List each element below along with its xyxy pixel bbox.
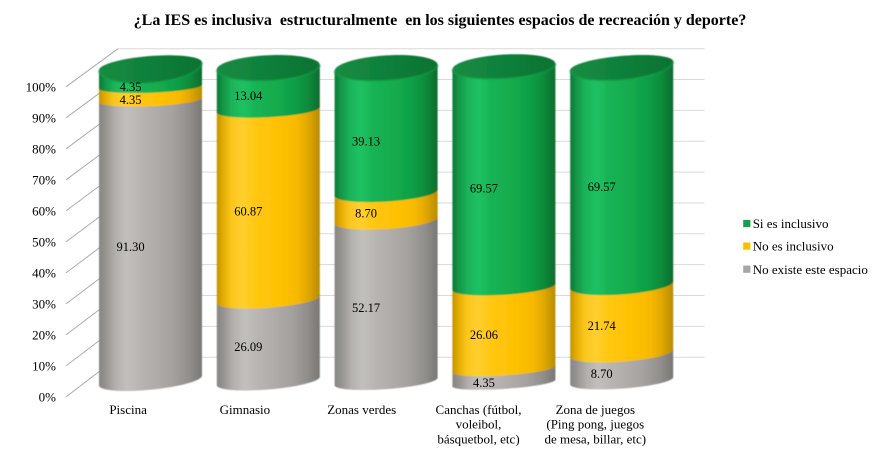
svg-text:60%: 60% (32, 203, 56, 218)
svg-text:8.70: 8.70 (591, 367, 613, 381)
svg-text:69.57: 69.57 (470, 181, 498, 195)
svg-text:8.70: 8.70 (355, 206, 377, 220)
svg-text:39.13: 39.13 (352, 135, 380, 149)
svg-text:40%: 40% (32, 266, 56, 281)
svg-text:Piscina: Piscina (109, 402, 147, 417)
svg-text:Zonas verdes: Zonas verdes (327, 402, 396, 417)
svg-text:52.17: 52.17 (352, 301, 380, 315)
svg-text:No es inclusivo: No es inclusivo (753, 239, 834, 254)
svg-text:4.35: 4.35 (120, 93, 142, 107)
svg-text:Si es inclusivo: Si es inclusivo (753, 216, 829, 231)
svg-text:¿La IES es inclusiva estructu: ¿La IES es inclusiva estructuralmente en… (134, 12, 747, 29)
svg-text:4.35: 4.35 (120, 80, 142, 94)
svg-text:básquetbol, etc): básquetbol, etc) (437, 432, 519, 447)
svg-text:100%: 100% (26, 79, 57, 94)
svg-text:voleibol,: voleibol, (456, 417, 502, 432)
svg-text:Gimnasio: Gimnasio (220, 402, 271, 417)
svg-text:30%: 30% (32, 297, 56, 312)
svg-text:26.06: 26.06 (470, 328, 498, 342)
svg-text:60.87: 60.87 (234, 205, 262, 219)
svg-text:21.74: 21.74 (588, 319, 617, 333)
svg-text:69.57: 69.57 (588, 180, 616, 194)
svg-text:(Ping pong, juegos: (Ping pong, juegos (546, 417, 644, 432)
svg-text:20%: 20% (32, 328, 56, 343)
svg-text:50%: 50% (32, 234, 56, 249)
svg-text:90%: 90% (32, 110, 56, 125)
svg-text:0%: 0% (39, 390, 57, 405)
svg-text:Canchas (fútbol,: Canchas (fútbol, (436, 402, 522, 417)
svg-text:No existe este espacio: No existe este espacio (753, 262, 868, 277)
svg-text:91.30: 91.30 (116, 240, 144, 254)
svg-text:80%: 80% (32, 141, 56, 156)
svg-text:4.35: 4.35 (473, 376, 495, 390)
svg-text:70%: 70% (32, 172, 56, 187)
svg-text:26.09: 26.09 (234, 340, 262, 354)
svg-text:Zona de juegos: Zona de juegos (556, 402, 635, 417)
svg-text:13.04: 13.04 (234, 89, 263, 103)
svg-text:10%: 10% (32, 359, 56, 374)
svg-text:de mesa, billar, etc): de mesa, billar, etc) (544, 432, 646, 447)
